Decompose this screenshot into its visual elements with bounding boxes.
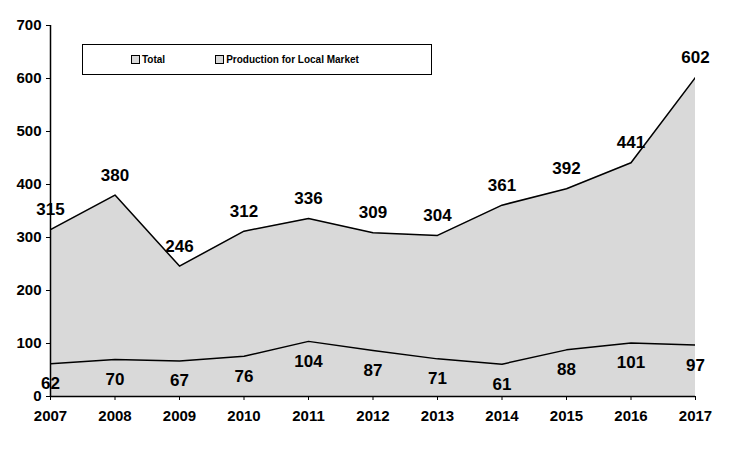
svg-text:392: 392 [552, 159, 580, 178]
svg-text:2007: 2007 [34, 407, 67, 424]
svg-text:441: 441 [617, 133, 645, 152]
svg-text:2013: 2013 [421, 407, 454, 424]
svg-text:97: 97 [686, 356, 705, 375]
svg-text:2016: 2016 [614, 407, 647, 424]
svg-text:500: 500 [16, 122, 41, 139]
html-text:Total: Total [142, 54, 166, 65]
svg-text:200: 200 [16, 281, 41, 298]
svg-text:100: 100 [16, 334, 41, 351]
svg-text:61: 61 [493, 375, 512, 394]
svg-text:62: 62 [41, 374, 60, 394]
svg-text:88: 88 [557, 360, 576, 379]
svg-text:304: 304 [423, 206, 452, 225]
svg-text:104: 104 [294, 352, 323, 371]
svg-text:2009: 2009 [163, 407, 196, 424]
svg-text:101: 101 [617, 353, 645, 372]
svg-text:309: 309 [359, 203, 387, 222]
svg-text:602: 602 [681, 48, 709, 67]
svg-text:400: 400 [16, 175, 41, 192]
svg-text:2011: 2011 [292, 407, 325, 424]
svg-text:71: 71 [428, 369, 447, 388]
svg-text:312: 312 [230, 202, 258, 221]
html-text:Production for Local Market: Production for Local Market [226, 54, 359, 65]
svg-text:2010: 2010 [227, 407, 260, 424]
svg-text:70: 70 [106, 370, 125, 389]
svg-text:2014: 2014 [485, 407, 519, 424]
svg-text:87: 87 [364, 361, 383, 380]
svg-text:300: 300 [16, 228, 41, 245]
svg-text:380: 380 [101, 166, 129, 185]
svg-text:2017: 2017 [679, 407, 712, 424]
svg-text:700: 700 [16, 16, 41, 33]
svg-text:361: 361 [488, 176, 516, 195]
svg-text:2008: 2008 [98, 407, 131, 424]
svg-text:246: 246 [165, 237, 193, 256]
svg-text:2015: 2015 [550, 407, 583, 424]
svg-text:315: 315 [36, 200, 65, 219]
svg-text:2012: 2012 [356, 407, 389, 424]
svg-text:67: 67 [170, 371, 189, 390]
svg-text:336: 336 [294, 189, 322, 208]
svg-text:600: 600 [16, 69, 41, 86]
svg-text:0: 0 [33, 387, 41, 404]
svg-text:76: 76 [235, 367, 254, 386]
